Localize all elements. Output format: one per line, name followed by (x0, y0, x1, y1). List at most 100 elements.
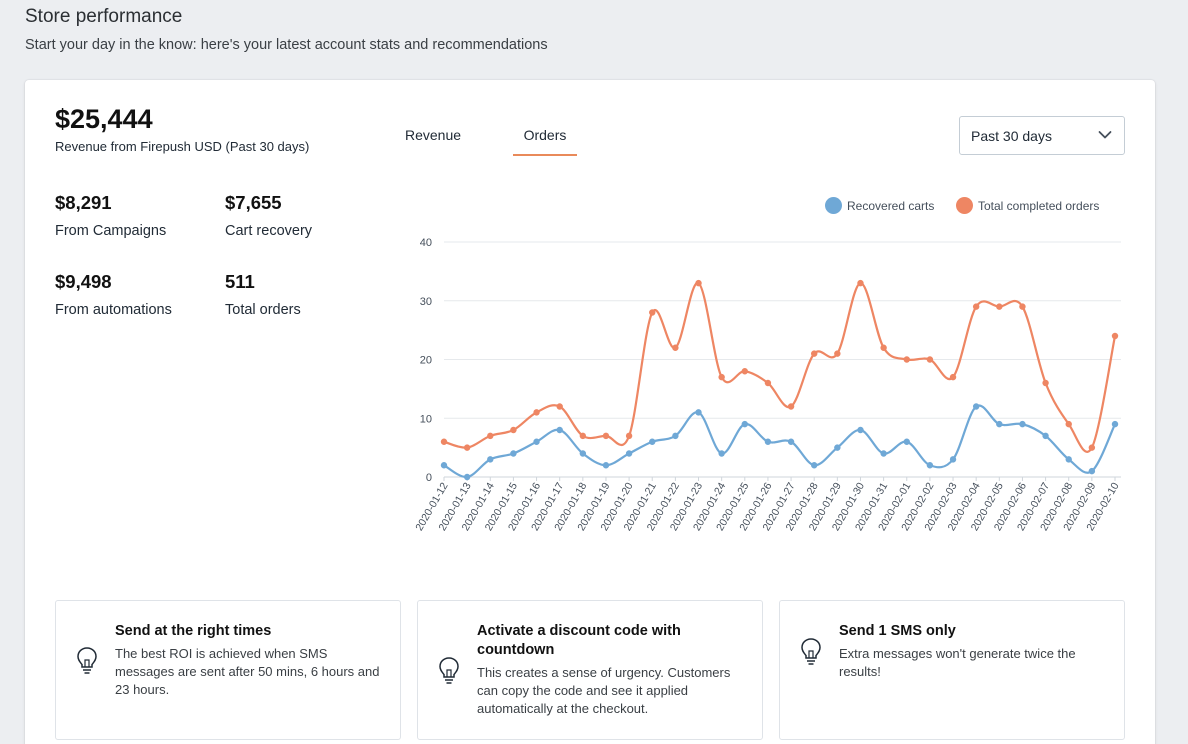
data-point (602, 462, 610, 469)
data-point (764, 438, 772, 445)
data-point (649, 438, 656, 445)
data-point (926, 356, 934, 363)
legend-total-completed-orders: Total completed orders (956, 197, 1099, 214)
tab-revenue[interactable]: Revenue (405, 127, 462, 143)
data-point (649, 309, 656, 316)
period-select[interactable]: Past 30 days (959, 116, 1125, 155)
tip-title: Send at the right times (115, 623, 272, 639)
data-point (556, 426, 563, 434)
tip-card-discount-code: Activate a discount code with countdown … (417, 600, 763, 740)
data-point (857, 279, 864, 287)
data-point (1111, 420, 1119, 428)
data-point (1019, 420, 1026, 428)
data-point (880, 450, 887, 457)
orders-line-chart: 0102030402020-01-122020-01-132020-01-142… (413, 237, 1121, 533)
tip-card-right-times: Send at the right times The best ROI is … (55, 600, 401, 740)
stat-automations: $9,498 From automations (55, 271, 172, 318)
data-point (857, 426, 864, 434)
data-point (672, 432, 679, 440)
data-point (1065, 420, 1072, 428)
data-point (903, 356, 910, 363)
data-point (602, 432, 610, 440)
data-point (579, 450, 587, 457)
data-point (1088, 467, 1096, 475)
tab-orders[interactable]: Orders (513, 118, 577, 156)
lightbulb-icon (801, 638, 821, 665)
tip-card-one-sms: Send 1 SMS only Extra messages won't gen… (779, 600, 1125, 740)
data-point (834, 350, 841, 357)
y-tick-label: 30 (420, 296, 432, 308)
stat-label: Cart recovery (225, 223, 313, 239)
data-point (972, 303, 980, 310)
data-point (718, 450, 725, 457)
data-point (463, 473, 471, 481)
lightbulb-icon (439, 657, 459, 684)
data-point (463, 444, 471, 451)
stat-total-orders: 511 Total orders (225, 271, 301, 318)
y-tick-label: 40 (420, 237, 432, 249)
data-point (625, 432, 633, 440)
total-revenue-value: $25,444 (55, 104, 153, 134)
data-point (695, 409, 702, 416)
data-point (533, 438, 540, 445)
chevron-down-icon (1098, 131, 1112, 139)
lightbulb-icon (77, 647, 97, 674)
data-point (949, 456, 957, 463)
data-point (487, 456, 494, 463)
page-subtitle: Start your day in the know: here's your … (25, 37, 548, 53)
data-point (1065, 456, 1072, 463)
data-point (1088, 444, 1096, 451)
data-point (440, 462, 448, 469)
data-point (1019, 303, 1026, 310)
data-point (440, 438, 448, 445)
data-point (811, 350, 818, 357)
data-point (1111, 332, 1119, 340)
data-point (834, 444, 841, 451)
data-point (510, 426, 517, 434)
data-point (949, 373, 957, 381)
period-select-value: Past 30 days (971, 128, 1052, 144)
page-header: Store performance Start your day in the … (25, 6, 548, 53)
stat-value: $9,498 (55, 271, 112, 292)
chart-tabs: Revenue Orders (395, 118, 577, 156)
data-point (695, 279, 702, 287)
legend-label: Total completed orders (978, 198, 1100, 213)
stat-campaigns: $8,291 From Campaigns (55, 192, 166, 239)
data-point (533, 409, 540, 416)
data-point (787, 403, 795, 410)
data-point (556, 403, 563, 410)
stat-value: 511 (225, 271, 255, 292)
stat-label: Total orders (225, 302, 301, 318)
stat-cart-recovery: $7,655 Cart recovery (225, 192, 312, 239)
data-point (672, 344, 679, 351)
series-line-total-completed-orders (443, 282, 1117, 453)
data-point (718, 373, 725, 381)
data-point (1042, 379, 1049, 387)
page-title: Store performance (25, 6, 183, 27)
stat-value: $8,291 (55, 192, 112, 213)
data-point (764, 379, 772, 387)
y-tick-label: 0 (426, 472, 432, 484)
data-point (811, 462, 818, 469)
legend-swatch (956, 197, 973, 214)
legend-label: Recovered carts (847, 198, 935, 213)
data-point (625, 450, 633, 457)
stat-value: $7,655 (225, 192, 282, 213)
data-point (487, 432, 494, 440)
data-point (510, 450, 517, 457)
legend-recovered-carts: Recovered carts (825, 197, 934, 214)
data-point (741, 420, 748, 428)
data-point (787, 438, 795, 445)
stat-label: From Campaigns (55, 223, 167, 239)
tip-text: Extra messages won't generate twice the … (839, 646, 1076, 679)
stat-label: From automations (55, 302, 172, 318)
data-point (880, 344, 887, 351)
tip-title: Send 1 SMS only (839, 623, 956, 639)
data-point (1042, 432, 1049, 440)
data-point (579, 432, 587, 440)
data-point (903, 438, 910, 445)
tip-text: This creates a sense of urgency. Custome… (477, 665, 731, 716)
legend-swatch (825, 197, 842, 214)
tip-text: The best ROI is achieved when SMS messag… (115, 646, 380, 697)
y-tick-label: 20 (420, 355, 432, 367)
